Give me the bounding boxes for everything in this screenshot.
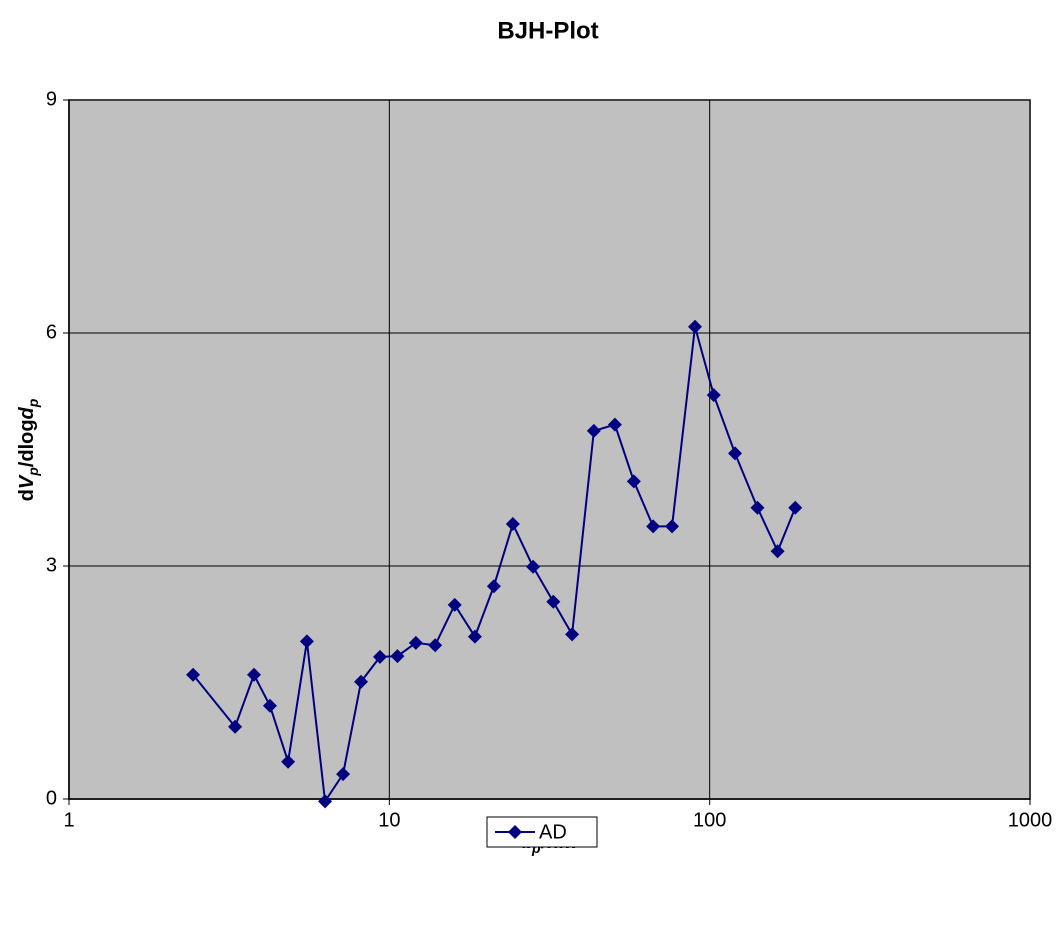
data-point <box>665 519 680 534</box>
data-point <box>299 634 314 649</box>
data-point <box>788 500 803 515</box>
y-axis-label: dVp/dlogdp <box>16 398 40 501</box>
x-label-part: p <box>531 840 541 856</box>
data-point <box>706 388 721 403</box>
data-point <box>646 519 661 534</box>
data-point <box>688 319 703 334</box>
data-point <box>281 754 296 769</box>
data-point <box>505 517 520 532</box>
data-point <box>526 559 541 574</box>
y-label-part: d <box>16 489 38 501</box>
y-label-part: d <box>16 406 38 419</box>
data-point <box>447 597 462 612</box>
legend-marker <box>508 825 522 839</box>
x-tick-label: 1000 <box>1008 809 1053 831</box>
data-point <box>428 638 443 653</box>
data-point <box>546 594 561 609</box>
data-point <box>408 635 423 650</box>
data-point <box>626 474 641 489</box>
data-point <box>770 544 785 559</box>
data-point <box>186 667 201 682</box>
data-point <box>486 579 501 594</box>
y-label-part: p <box>25 398 41 408</box>
data-point <box>750 500 765 515</box>
data-point <box>467 629 482 644</box>
y-tick-label: 3 <box>46 554 57 576</box>
x-tick-label: 1 <box>63 809 74 831</box>
data-point <box>728 446 743 461</box>
x-tick-label: 10 <box>378 809 400 831</box>
data-point <box>607 417 622 432</box>
data-point <box>390 649 405 664</box>
y-tick-label: 0 <box>46 787 57 809</box>
y-label-part: V <box>16 474 38 489</box>
y-label-part: /dlog <box>16 419 38 467</box>
y-tick-label: 6 <box>46 321 57 343</box>
data-point <box>354 674 369 689</box>
data-point <box>336 767 351 782</box>
data-point <box>262 698 277 713</box>
legend-label: AD <box>539 821 567 843</box>
y-tick-label: 9 <box>46 88 57 110</box>
data-point <box>372 649 387 664</box>
chart-title: BJH-Plot <box>497 17 598 44</box>
y-label-part: p <box>25 467 41 477</box>
data-point <box>586 423 601 438</box>
data-point <box>565 627 580 642</box>
plot-area <box>68 99 1031 800</box>
data-point <box>246 667 261 682</box>
data-point <box>228 719 243 734</box>
data-point <box>318 794 333 809</box>
x-tick-label: 100 <box>693 809 726 831</box>
